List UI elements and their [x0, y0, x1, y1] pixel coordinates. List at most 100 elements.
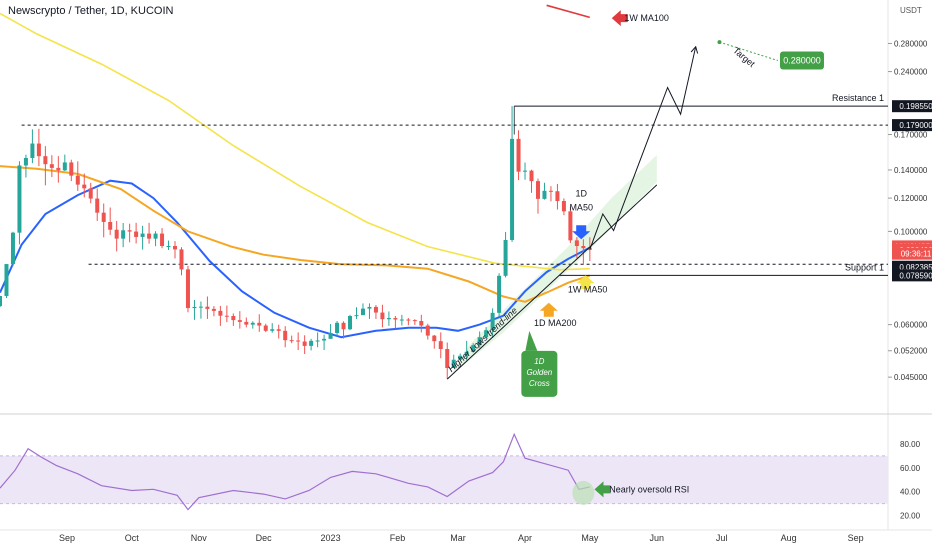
- candle-body: [535, 181, 540, 199]
- trendline: [446, 184, 658, 380]
- candle-body: [140, 233, 145, 237]
- candle-body: [458, 355, 463, 360]
- candle-body: [561, 201, 566, 212]
- candle-body: [108, 221, 113, 230]
- rsi-tick-label: 20.00: [900, 512, 921, 521]
- golden-cross-pointer: [525, 330, 538, 351]
- golden-cross-text: Cross: [529, 379, 550, 388]
- golden-cross-text: 1D: [534, 357, 544, 366]
- target-value-text: 0.280000: [783, 56, 821, 66]
- support-channel-zone: [451, 155, 657, 376]
- ma100-1w-line: [546, 4, 591, 19]
- candle-body: [49, 164, 54, 168]
- annotation-ma100-1w: 1W MA100: [624, 13, 669, 23]
- candle-body: [17, 165, 22, 233]
- ma100-1w-arrow: [611, 10, 628, 27]
- rsi-tick-label: 60.00: [900, 464, 921, 473]
- candle-body: [315, 340, 320, 342]
- rsi-tick-label: 80.00: [900, 440, 921, 449]
- x-tick-label: May: [581, 533, 599, 543]
- candle-body: [43, 156, 48, 165]
- candle-body: [69, 162, 74, 176]
- candle-body: [270, 329, 275, 331]
- candle-body: [438, 341, 443, 349]
- y-tick-label: 0.140000: [894, 166, 928, 175]
- candle-body: [302, 341, 307, 346]
- x-tick-label: Mar: [450, 533, 466, 543]
- candle-body: [224, 315, 229, 317]
- candle-body: [516, 138, 521, 172]
- candle-body: [10, 232, 15, 265]
- candle-body: [283, 330, 288, 341]
- x-tick-label: Feb: [390, 533, 406, 543]
- price-unit-label: USDT: [900, 6, 922, 15]
- candle-body: [121, 230, 126, 239]
- candle-body: [127, 230, 132, 232]
- candle-body: [574, 240, 579, 247]
- candle-body: [160, 233, 165, 247]
- candle-body: [542, 190, 547, 199]
- candle-body: [555, 191, 560, 202]
- ma200-1d-arrow: [539, 302, 558, 317]
- ma200-1d-line: [0, 165, 591, 303]
- price-tag-label: 0.082385: [899, 263, 932, 272]
- level-label: Support 1: [845, 262, 884, 272]
- annotation-ma50-1d: MA50: [569, 203, 593, 213]
- candle-body: [211, 308, 216, 311]
- candle-body: [296, 340, 301, 342]
- x-tick-label: Sep: [848, 533, 864, 543]
- chart-title: Newscrypto / Tether, 1D, KUCOIN: [8, 5, 174, 17]
- candle-body: [75, 175, 80, 185]
- candle-body: [393, 318, 398, 320]
- x-tick-label: 2023: [321, 533, 341, 543]
- candle-body: [568, 211, 573, 241]
- level-label: Resistance 1: [832, 93, 884, 103]
- candle-body: [503, 239, 508, 276]
- rsi-tick-label: 40.00: [900, 488, 921, 497]
- ma50-1d-line: [0, 179, 591, 339]
- candle-body: [88, 188, 93, 199]
- price-tag: [892, 247, 932, 260]
- candle-body: [335, 322, 340, 334]
- candle-body: [173, 246, 178, 250]
- candle-body: [289, 340, 294, 342]
- y-tick-label: 0.280000: [894, 39, 928, 48]
- price-tag-label: 0.179000: [899, 121, 932, 130]
- target-value-box: [779, 51, 824, 70]
- y-tick-label: 0.170000: [894, 131, 928, 140]
- annotation-ma50-1d: 1D: [575, 189, 587, 199]
- candle-body: [147, 233, 152, 239]
- candle-body: [179, 249, 184, 270]
- rsi-line: [0, 432, 590, 511]
- projection-arrowhead: [690, 45, 699, 54]
- price-tag: [892, 269, 932, 282]
- candle-body: [471, 345, 476, 352]
- annotation-ma200-1d: 1D MA200: [534, 318, 577, 328]
- candle-body: [153, 233, 158, 239]
- rsi-oversold-arrow: [594, 481, 611, 498]
- candle-body: [451, 359, 456, 369]
- rsi-band: [0, 455, 888, 504]
- golden-cross-text: Golden: [526, 368, 552, 377]
- candle-body: [523, 170, 528, 172]
- candle-body: [367, 306, 372, 309]
- candle-body: [373, 306, 378, 313]
- candle-body: [62, 162, 67, 171]
- candle-body: [406, 319, 411, 321]
- candle-body: [581, 246, 586, 249]
- candle-body: [309, 340, 314, 346]
- price-tag-label: 0.198550: [899, 102, 932, 111]
- candle-body: [510, 138, 515, 240]
- candle-body: [231, 316, 236, 321]
- candle-body: [30, 143, 35, 158]
- candle-body: [529, 170, 534, 182]
- candle-body: [276, 329, 281, 331]
- candle-body: [82, 184, 87, 189]
- candle-body: [36, 143, 41, 157]
- candle-body: [237, 320, 242, 322]
- y-tick-label: 0.052000: [894, 347, 928, 356]
- candle-body: [425, 325, 430, 336]
- projection-path: [589, 46, 697, 250]
